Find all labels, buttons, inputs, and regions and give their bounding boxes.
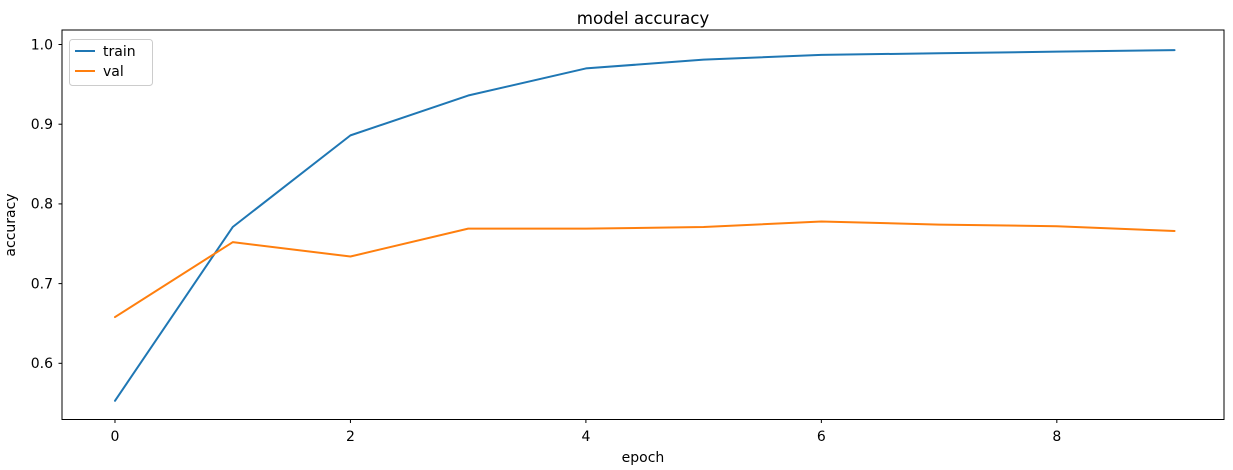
legend: train val bbox=[69, 39, 153, 86]
x-tick-label: 4 bbox=[581, 429, 590, 445]
series-lines bbox=[113, 49, 1176, 402]
x-tick-label: 2 bbox=[346, 429, 355, 445]
plot-area bbox=[62, 30, 1224, 420]
y-axis-label: accuracy bbox=[3, 193, 19, 256]
x-tick-label: 6 bbox=[817, 429, 826, 445]
y-tick-label: 0.7 bbox=[31, 276, 53, 292]
x-ticks: 0 2 4 6 8 bbox=[111, 419, 1061, 445]
y-tick-label: 0.6 bbox=[31, 356, 53, 372]
y-ticks: 1.0 0.9 0.8 0.7 0.6 bbox=[31, 37, 62, 372]
legend-label-val: val bbox=[103, 64, 124, 80]
y-tick-label: 0.8 bbox=[31, 197, 53, 213]
x-tick-label: 8 bbox=[1052, 429, 1061, 445]
legend-label-train: train bbox=[103, 44, 136, 60]
series-line-train bbox=[113, 49, 1176, 402]
chart-title: model accuracy bbox=[577, 8, 710, 28]
y-tick-label: 0.9 bbox=[31, 117, 53, 133]
y-tick-label: 1.0 bbox=[31, 37, 53, 53]
x-axis-label: epoch bbox=[622, 450, 665, 466]
x-tick-label: 0 bbox=[111, 429, 120, 445]
plot-border bbox=[61, 29, 1225, 420]
series-line-val bbox=[113, 220, 1176, 319]
